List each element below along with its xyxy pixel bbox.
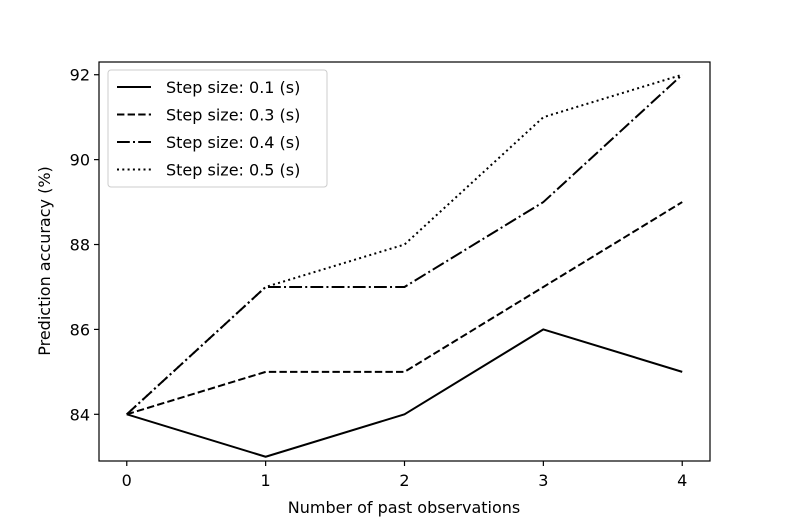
- legend-box: [107, 69, 328, 188]
- y-axis-label: Prediction accuracy (%): [35, 166, 54, 356]
- legend-label-0: Step size: 0.1 (s): [166, 78, 300, 97]
- series-line-1: [126, 201, 683, 416]
- x-tick-label: 3: [538, 471, 548, 490]
- x-tick-label: 1: [261, 471, 271, 490]
- plot-area: [126, 73, 683, 458]
- y-tick-label: 92: [70, 66, 90, 85]
- x-tick-label: 2: [399, 471, 409, 490]
- y-tick-label: 86: [70, 320, 90, 339]
- y-tick-label: 84: [70, 405, 90, 424]
- legend-label-3: Step size: 0.5 (s): [166, 161, 300, 180]
- legend-label-2: Step size: 0.4 (s): [166, 133, 300, 152]
- y-tick-label: 88: [70, 236, 90, 255]
- x-axis-label: Number of past observations: [288, 498, 520, 517]
- y-tick-label: 90: [70, 151, 90, 170]
- x-tick-label: 0: [122, 471, 132, 490]
- axes: 0 1 2 3 4 84 86 88 90 92: [70, 61, 711, 490]
- series-line-2: [126, 73, 683, 416]
- legend: Step size: 0.1 (s) Step size: 0.3 (s) Step…: [107, 69, 328, 188]
- series-line-0: [126, 328, 683, 458]
- legend-label-1: Step size: 0.3 (s): [166, 106, 300, 125]
- x-tick-label: 4: [677, 471, 687, 490]
